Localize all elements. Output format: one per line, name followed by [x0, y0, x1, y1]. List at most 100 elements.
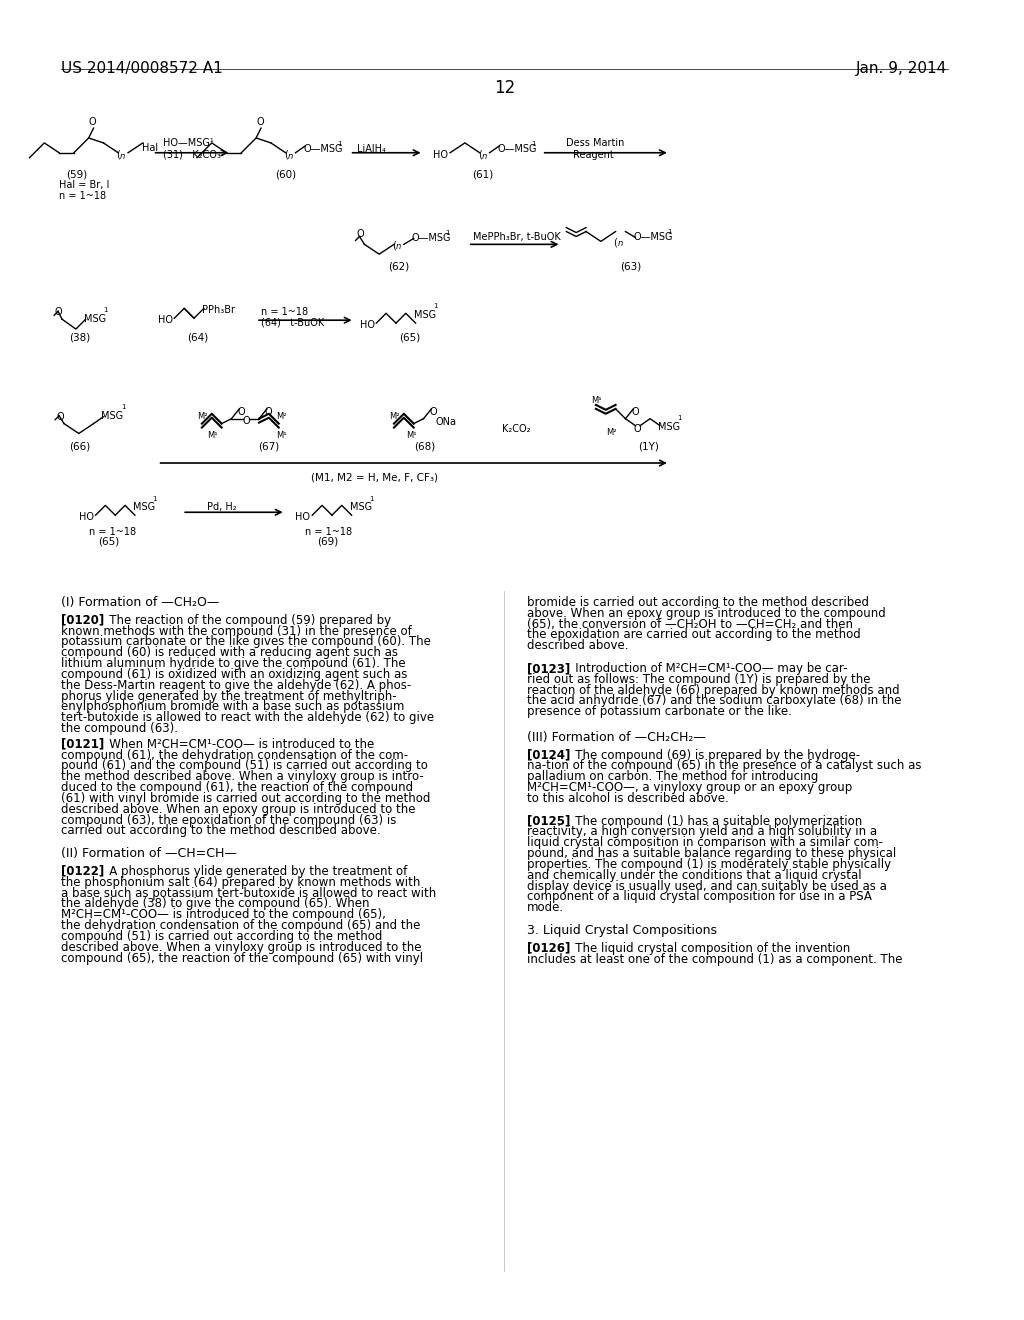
Text: presence of potassium carbonate or the like.: presence of potassium carbonate or the l…: [527, 705, 792, 718]
Text: 12: 12: [494, 79, 515, 96]
Text: [0122]: [0122]: [61, 865, 104, 878]
Text: O—MSG: O—MSG: [412, 232, 452, 243]
Text: (II) Formation of —CH=CH—: (II) Formation of —CH=CH—: [61, 847, 237, 861]
Text: n = 1~18: n = 1~18: [59, 191, 106, 201]
Text: carried out according to the method described above.: carried out according to the method desc…: [61, 825, 381, 837]
Text: potassium carbonate or the like gives the compound (60). The: potassium carbonate or the like gives th…: [61, 635, 431, 648]
Text: 1: 1: [445, 230, 450, 235]
Text: 1: 1: [103, 308, 108, 313]
Text: (65), the conversion of —CH₂OH to —CH=CH₂ and then: (65), the conversion of —CH₂OH to —CH=CH…: [527, 618, 853, 631]
Text: and chemically under the conditions that a liquid crystal: and chemically under the conditions that…: [527, 869, 861, 882]
Text: HO: HO: [79, 512, 94, 523]
Text: (68): (68): [414, 441, 435, 451]
Text: enylphosphonium bromide with a base such as potassium: enylphosphonium bromide with a base such…: [61, 701, 404, 713]
Text: MSG: MSG: [84, 314, 105, 325]
Text: bromide is carried out according to the method described: bromide is carried out according to the …: [527, 595, 869, 609]
Text: to this alcohol is described above.: to this alcohol is described above.: [527, 792, 729, 805]
Text: (63): (63): [620, 261, 641, 271]
Text: HO—MSG¹: HO—MSG¹: [163, 139, 213, 148]
Text: 1: 1: [121, 404, 126, 411]
Text: (31)   K₂CO₃: (31) K₂CO₃: [163, 149, 220, 160]
Text: O: O: [238, 407, 245, 417]
Text: MSG: MSG: [133, 503, 155, 512]
Text: (59): (59): [67, 169, 87, 180]
Text: O: O: [265, 407, 272, 417]
Text: n = 1~18: n = 1~18: [261, 308, 308, 317]
Text: n: n: [120, 152, 125, 161]
Text: MePPh₃Br, t-BuOK: MePPh₃Br, t-BuOK: [473, 231, 560, 242]
Text: M¹: M¹: [207, 432, 217, 441]
Text: the aldehyde (38) to give the compound (65). When: the aldehyde (38) to give the compound (…: [61, 898, 370, 911]
Text: Jan. 9, 2014: Jan. 9, 2014: [856, 61, 947, 77]
Text: (61): (61): [472, 169, 494, 180]
Text: [0120]: [0120]: [61, 614, 104, 627]
Text: [0124]: [0124]: [527, 748, 570, 762]
Text: the method described above. When a vinyloxy group is intro-: the method described above. When a vinyl…: [61, 771, 424, 783]
Text: the phosphonium salt (64) prepared by known methods with: the phosphonium salt (64) prepared by kn…: [61, 875, 421, 888]
Text: MSG: MSG: [658, 421, 680, 432]
Text: above. When an epoxy group is introduced to the compound: above. When an epoxy group is introduced…: [527, 607, 886, 620]
Text: (64)   t-BuOK: (64) t-BuOK: [261, 317, 325, 327]
Text: K₂CO₂: K₂CO₂: [503, 424, 530, 433]
Text: HO: HO: [296, 512, 310, 523]
Text: ried out as follows: The compound (1Y) is prepared by the: ried out as follows: The compound (1Y) i…: [527, 673, 870, 686]
Text: (38): (38): [69, 333, 90, 343]
Text: tert-butoxide is allowed to react with the aldehyde (62) to give: tert-butoxide is allowed to react with t…: [61, 711, 434, 725]
Text: (69): (69): [317, 537, 338, 546]
Text: described above. When a vinyloxy group is introduced to the: described above. When a vinyloxy group i…: [61, 941, 422, 954]
Text: reactivity, a high conversion yield and a high solubility in a: reactivity, a high conversion yield and …: [527, 825, 878, 838]
Text: M²: M²: [197, 412, 208, 421]
Text: n: n: [288, 152, 293, 161]
Text: display device is usually used, and can suitably be used as a: display device is usually used, and can …: [527, 879, 887, 892]
Text: M²: M²: [389, 412, 399, 421]
Text: includes at least one of the compound (1) as a component. The: includes at least one of the compound (1…: [527, 953, 902, 965]
Text: HO: HO: [158, 315, 173, 325]
Text: M²: M²: [275, 412, 287, 421]
Text: (: (: [613, 238, 617, 247]
Text: (65): (65): [98, 537, 120, 546]
Text: na-tion of the compound (65) in the presence of a catalyst such as: na-tion of the compound (65) in the pres…: [527, 759, 922, 772]
Text: LiAlH₄: LiAlH₄: [356, 144, 385, 154]
Text: O: O: [243, 416, 250, 426]
Text: (: (: [478, 149, 481, 160]
Text: MSG: MSG: [101, 411, 124, 421]
Text: O—MSG: O—MSG: [498, 144, 537, 154]
Text: M¹: M¹: [275, 432, 287, 441]
Text: pound, and has a suitable balance regarding to these physical: pound, and has a suitable balance regard…: [527, 847, 896, 861]
Text: the Dess-Martin reagent to give the aldehyde (62). A phos-: the Dess-Martin reagent to give the alde…: [61, 678, 412, 692]
Text: 3. Liquid Crystal Compositions: 3. Liquid Crystal Compositions: [527, 924, 717, 937]
Text: described above.: described above.: [527, 639, 629, 652]
Text: US 2014/0008572 A1: US 2014/0008572 A1: [61, 61, 223, 77]
Text: (60): (60): [275, 169, 296, 180]
Text: known methods with the compound (31) in the presence of: known methods with the compound (31) in …: [61, 624, 412, 638]
Text: O: O: [632, 407, 639, 417]
Text: M¹: M¹: [591, 396, 601, 405]
Text: phorus ylide generated by the treatment of methyltriph-: phorus ylide generated by the treatment …: [61, 689, 396, 702]
Text: M¹: M¹: [406, 432, 417, 441]
Text: (: (: [284, 149, 288, 160]
Text: M²CH=CM¹-COO—, a vinyloxy group or an epoxy group: M²CH=CM¹-COO—, a vinyloxy group or an ep…: [527, 781, 852, 795]
Text: the epoxidation are carried out according to the method: the epoxidation are carried out accordin…: [527, 628, 861, 642]
Text: a base such as potassium tert-butoxide is allowed to react with: a base such as potassium tert-butoxide i…: [61, 887, 436, 899]
Text: compound (51) is carried out according to the method: compound (51) is carried out according t…: [61, 929, 382, 942]
Text: HO: HO: [433, 149, 449, 160]
Text: Reagent: Reagent: [573, 149, 614, 160]
Text: (62): (62): [388, 261, 410, 271]
Text: (: (: [392, 240, 396, 251]
Text: The reaction of the compound (59) prepared by: The reaction of the compound (59) prepar…: [98, 614, 391, 627]
Text: M²CH=CM¹-COO— is introduced to the compound (65),: M²CH=CM¹-COO— is introduced to the compo…: [61, 908, 386, 921]
Text: n: n: [396, 243, 401, 251]
Text: n = 1~18: n = 1~18: [305, 527, 352, 537]
Text: (1Y): (1Y): [638, 441, 659, 451]
Text: Hal = Br, I: Hal = Br, I: [59, 181, 110, 190]
Text: [0125]: [0125]: [527, 814, 570, 828]
Text: 1: 1: [667, 228, 672, 235]
Text: A phosphorus ylide generated by the treatment of: A phosphorus ylide generated by the trea…: [98, 865, 408, 878]
Text: 1: 1: [678, 414, 682, 421]
Text: O—MSG: O—MSG: [633, 231, 673, 242]
Text: 1: 1: [153, 495, 157, 502]
Text: Pd, H₂: Pd, H₂: [207, 503, 237, 512]
Text: (65): (65): [399, 333, 420, 343]
Text: O: O: [256, 117, 264, 127]
Text: compound (61), the dehydration condensation of the com-: compound (61), the dehydration condensat…: [61, 748, 409, 762]
